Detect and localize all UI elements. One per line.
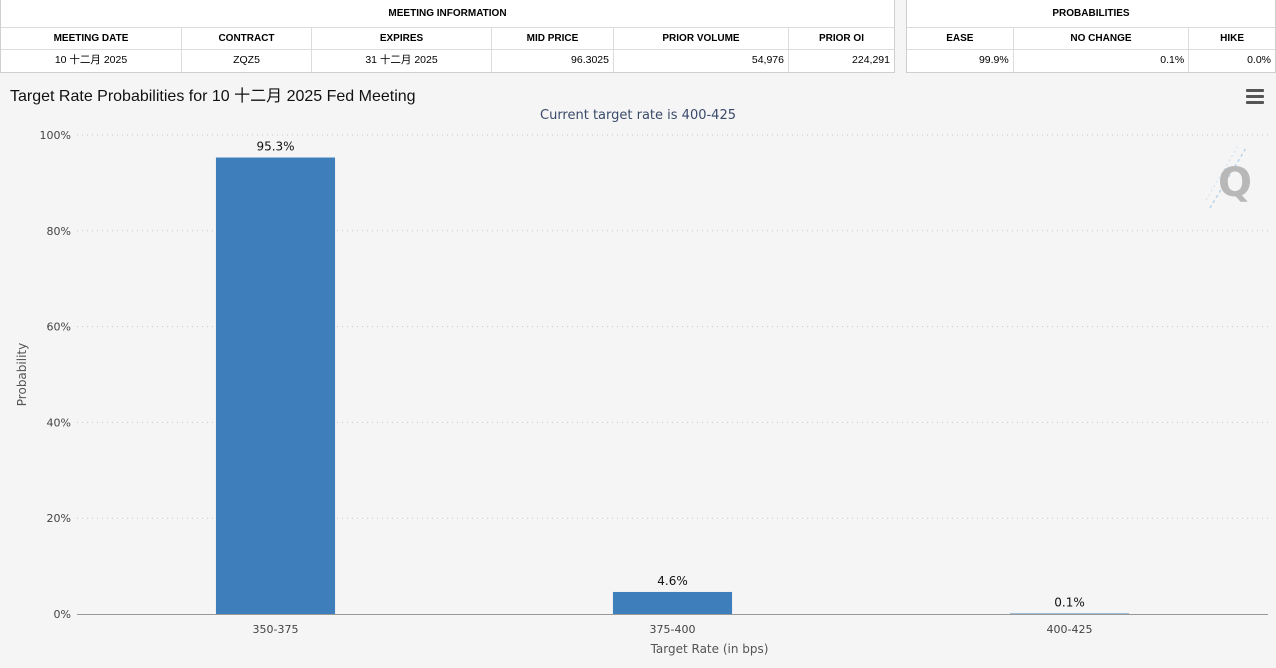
labels: 95.3% 4.6% 0.1% (256, 140, 1084, 610)
chart-svg: 0% 20% 40% 60% 80% 100% 350-375 375-400 400-425 T… (15, 129, 1268, 656)
prior-volume-value: 54,976 (614, 50, 789, 72)
header-no-change: NO CHANGE (1014, 28, 1190, 49)
y-tick-label: 80% (47, 225, 71, 238)
meeting-information-header-row: MEETING DATE CONTRACT EXPIRES MID PRICE … (1, 28, 894, 50)
header-prior-volume: PRIOR VOLUME (614, 28, 789, 49)
meeting-information-table: MEETING INFORMATION MEETING DATE CONTRAC… (0, 0, 895, 73)
y-tick-label: 20% (47, 512, 71, 525)
y-tick-label: 0% (54, 608, 71, 621)
data-label-400-425: 0.1% (1054, 596, 1085, 610)
header-contract: CONTRACT (182, 28, 312, 49)
prior-oi-value: 224,291 (852, 54, 890, 66)
bars (215, 157, 1130, 614)
bar-350-375[interactable] (215, 157, 336, 614)
x-axis-title: Target Rate (in bps) (650, 642, 769, 656)
data-label-350-375: 95.3% (256, 140, 294, 154)
header-hike: HIKE (1220, 33, 1245, 44)
hamburger-menu-icon[interactable] (1244, 86, 1266, 106)
probabilities-header-row: EASE NO CHANGE HIKE (907, 28, 1275, 50)
svg-text:Q: Q (1218, 160, 1252, 206)
chart-subtitle: Current target rate is 400-425 (540, 108, 736, 123)
header-prior-oi: PRIOR OI (818, 33, 864, 44)
y-axis-title: Probability (15, 343, 29, 406)
header-meeting-date: MEETING DATE (1, 28, 182, 49)
bar-375-400[interactable] (612, 591, 733, 614)
header-mid-price: MID PRICE (492, 28, 614, 49)
x-tick-label: 375-400 (650, 623, 696, 636)
data-label-375-400: 4.6% (657, 574, 688, 588)
header-expires: EXPIRES (312, 28, 492, 49)
ease-value: 99.9% (907, 50, 1014, 72)
y-tick-label: 100% (40, 129, 71, 142)
chart-title: Target Rate Probabilities for 10 十二月 202… (10, 88, 416, 105)
y-tick-label: 40% (47, 416, 71, 429)
y-tick-label: 60% (47, 321, 71, 334)
contract-value: ZQZ5 (182, 50, 312, 72)
target-rate-chart: 0% 20% 40% 60% 80% 100% 350-375 375-400 400-425 T… (0, 76, 1276, 668)
header-ease: EASE (907, 28, 1014, 49)
table-row: 99.9% 0.1% 0.0% (907, 50, 1275, 72)
probabilities-title: PROBABILITIES (907, 0, 1275, 28)
probabilities-table: PROBABILITIES EASE NO CHANGE HIKE 99.9% … (906, 0, 1276, 73)
mid-price-value: 96.3025 (492, 50, 614, 72)
x-tick-label: 400-425 (1047, 623, 1093, 636)
table-row: 10 十二月 2025 ZQZ5 31 十二月 2025 96.3025 54,… (1, 50, 894, 72)
no-change-value: 0.1% (1014, 50, 1190, 72)
meeting-information-title: MEETING INFORMATION (1, 0, 894, 28)
axes: 0% 20% 40% 60% 80% 100% 350-375 375-400 400-425 T… (15, 129, 1268, 656)
q-logo-icon: Q (1205, 145, 1252, 209)
x-tick-label: 350-375 (253, 623, 299, 636)
hike-value: 0.0% (1247, 54, 1271, 66)
grid-lines (77, 134, 1268, 519)
meeting-date-value: 10 十二月 2025 (1, 50, 182, 72)
expires-value: 31 十二月 2025 (312, 50, 492, 72)
